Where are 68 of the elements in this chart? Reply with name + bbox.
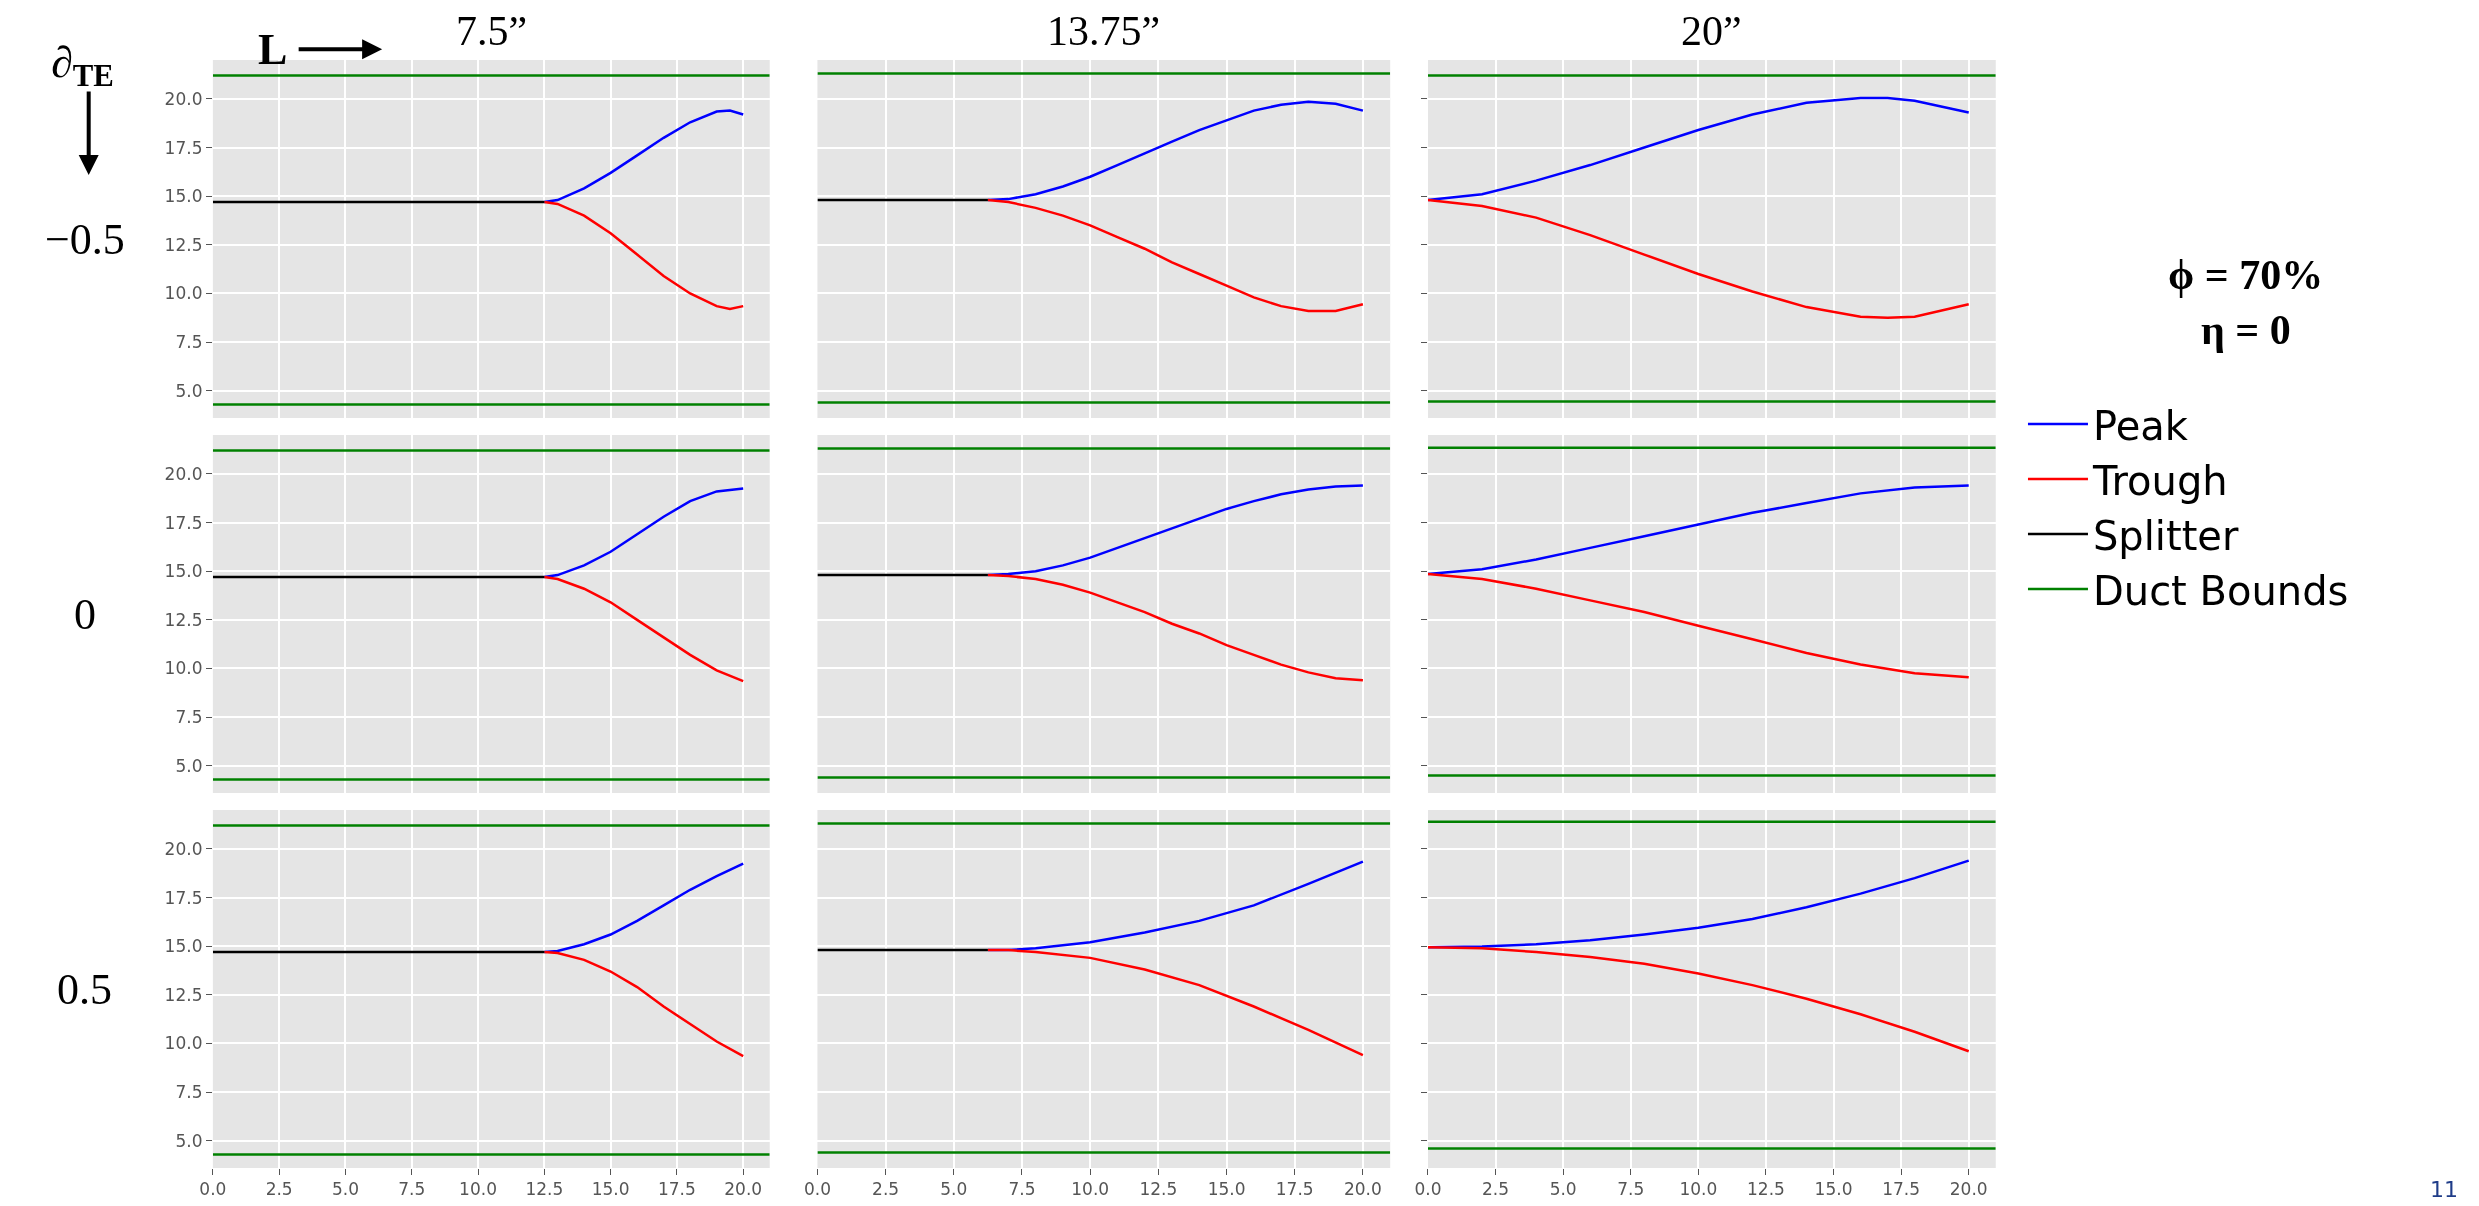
x-tick-label: 2.5: [265, 1179, 293, 1200]
x-tick-label: 7.5: [1617, 1179, 1645, 1200]
y-tick-label: 15.0: [164, 186, 203, 207]
chart-title: 7.5”: [456, 8, 528, 54]
legend-label: Splitter: [2092, 512, 2239, 559]
y-tick-label: 7.5: [175, 332, 203, 353]
y-tick-label: 20.0: [164, 838, 203, 859]
x-tick-label: 20.0: [1343, 1179, 1382, 1200]
y-tick-label: 5.0: [175, 380, 203, 401]
x-tick-label: 12.5: [525, 1179, 564, 1200]
legend-label: Duct Bounds: [2092, 567, 2349, 614]
y-axis-title: 0.5: [57, 965, 112, 1014]
y-tick-label: 10.0: [164, 658, 203, 679]
y-tick-label: 17.5: [164, 887, 203, 908]
text: ϕ = 70%: [2168, 252, 2324, 298]
y-axis-title: 0: [74, 590, 96, 639]
y-axis-title: −0.5: [45, 215, 125, 264]
x-tick-label: 20.0: [724, 1179, 763, 1200]
x-tick-label: 17.5: [1882, 1179, 1921, 1200]
x-tick-label: 0.0: [1414, 1179, 1442, 1200]
y-tick-label: 15.0: [164, 561, 203, 582]
y-tick-label: 17.5: [164, 512, 203, 533]
y-tick-label: 10.0: [164, 1033, 203, 1054]
line-series: [543, 487, 745, 579]
x-tick-label: 10.0: [1071, 1179, 1110, 1200]
x-tick-label: 5.0: [331, 1179, 359, 1200]
chart-title: 13.75”: [1047, 8, 1161, 54]
y-tick-label: 12.5: [164, 984, 203, 1005]
x-tick-label: 15.0: [591, 1179, 630, 1200]
x-tick-label: 12.5: [1747, 1179, 1785, 1200]
y-tick-label: 17.5: [164, 137, 203, 158]
x-tick-label: 10.0: [1679, 1179, 1718, 1200]
x-tick-label: 17.5: [1275, 1179, 1314, 1200]
x-tick-label: 5.0: [940, 1179, 968, 1200]
line-series: [543, 200, 745, 311]
x-tick-label: 10.0: [459, 1179, 497, 1200]
x-tick-label: 20.0: [1949, 1179, 1988, 1200]
x-tick-label: 0.0: [803, 1179, 831, 1200]
legend-label: Peak: [2092, 402, 2189, 449]
x-tick-label: 7.5: [1008, 1179, 1036, 1200]
text: η = 0: [2201, 307, 2291, 353]
annotation: L: [258, 25, 288, 74]
y-tick-label: 15.0: [164, 936, 203, 957]
line-series: [543, 575, 745, 683]
y-tick-label: 20.0: [164, 88, 203, 109]
x-tick-label: 15.0: [1207, 1179, 1246, 1200]
y-tick-label: 7.5: [175, 707, 203, 728]
x-tick-label: 7.5: [398, 1179, 426, 1200]
line-series: [543, 109, 745, 204]
x-tick-label: 0.0: [199, 1179, 227, 1200]
text: 11: [2430, 1177, 2458, 1202]
x-tick-label: 5.0: [1549, 1179, 1577, 1200]
x-tick-label: 12.5: [1139, 1179, 1178, 1200]
x-tick-label: 2.5: [1482, 1179, 1510, 1200]
y-tick-label: 12.5: [164, 234, 203, 255]
y-tick-label: 5.0: [175, 1130, 203, 1151]
line-series: [543, 950, 745, 1058]
y-tick-label: 12.5: [164, 609, 203, 630]
y-tick-label: 20.0: [164, 463, 203, 484]
x-tick-label: 2.5: [872, 1179, 900, 1200]
y-tick-label: 7.5: [175, 1082, 203, 1103]
x-tick-label: 17.5: [657, 1179, 696, 1200]
x-tick-label: 15.0: [1814, 1179, 1853, 1200]
y-tick-label: 5.0: [175, 755, 203, 776]
chart-title: 20”: [1681, 8, 1742, 54]
legend-label: Trough: [2091, 457, 2228, 504]
text: ∂$_{TE}$: [51, 38, 114, 94]
y-tick-label: 10.0: [164, 283, 203, 304]
